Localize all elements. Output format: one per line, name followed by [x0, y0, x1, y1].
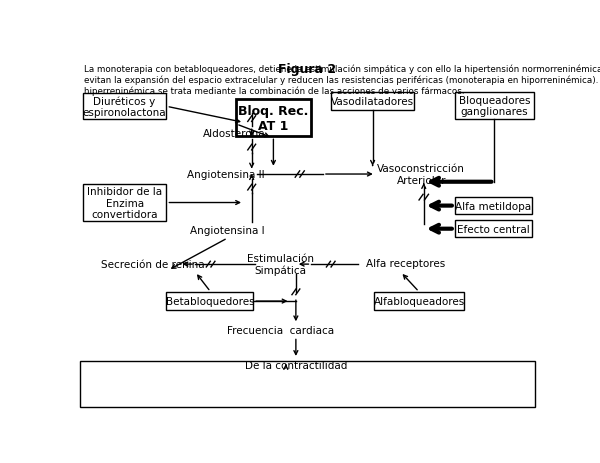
Text: La monoterapia con betabloqueadores, detiene la estimulación simpática y con ell: La monoterapia con betabloqueadores, det…: [84, 65, 600, 96]
FancyBboxPatch shape: [455, 93, 534, 120]
Text: Alfabloqueadores: Alfabloqueadores: [373, 296, 465, 307]
Text: Angiotensina I: Angiotensina I: [190, 226, 265, 236]
FancyBboxPatch shape: [83, 94, 166, 120]
Text: Betabloquedores: Betabloquedores: [166, 296, 254, 307]
FancyBboxPatch shape: [455, 198, 532, 215]
Text: Vasoconstricción
Arteriolar: Vasoconstricción Arteriolar: [377, 164, 465, 185]
FancyBboxPatch shape: [83, 185, 166, 221]
FancyBboxPatch shape: [374, 292, 464, 311]
Text: Bloq. Rec.
AT 1: Bloq. Rec. AT 1: [238, 105, 308, 132]
Text: Diuréticos y
espironolactona: Diuréticos y espironolactona: [83, 96, 166, 118]
Text: Frecuencia  cardiaca: Frecuencia cardiaca: [227, 325, 334, 336]
Text: De la contractilidad: De la contractilidad: [245, 360, 347, 370]
Text: Inhibidor de la
Enzima
convertidora: Inhibidor de la Enzima convertidora: [87, 187, 162, 219]
Text: Angiotensina II: Angiotensina II: [187, 169, 265, 180]
Text: Bloqueadores
ganglionares: Bloqueadores ganglionares: [458, 95, 530, 117]
FancyBboxPatch shape: [80, 361, 535, 407]
Text: Efecto central: Efecto central: [457, 224, 530, 234]
FancyBboxPatch shape: [166, 292, 253, 311]
Text: Aldosterona: Aldosterona: [203, 129, 265, 139]
Text: Vasodilatadores: Vasodilatadores: [331, 97, 414, 106]
Text: Figura 2: Figura 2: [278, 63, 337, 76]
FancyBboxPatch shape: [236, 100, 311, 137]
Text: Alfa metildopa: Alfa metildopa: [455, 201, 532, 211]
Text: Alfa receptores: Alfa receptores: [365, 258, 445, 268]
Text: Secreción de renina: Secreción de renina: [101, 260, 205, 269]
FancyBboxPatch shape: [455, 221, 532, 238]
FancyBboxPatch shape: [331, 93, 415, 111]
Text: Estimulación
Simpática: Estimulación Simpática: [247, 253, 314, 275]
